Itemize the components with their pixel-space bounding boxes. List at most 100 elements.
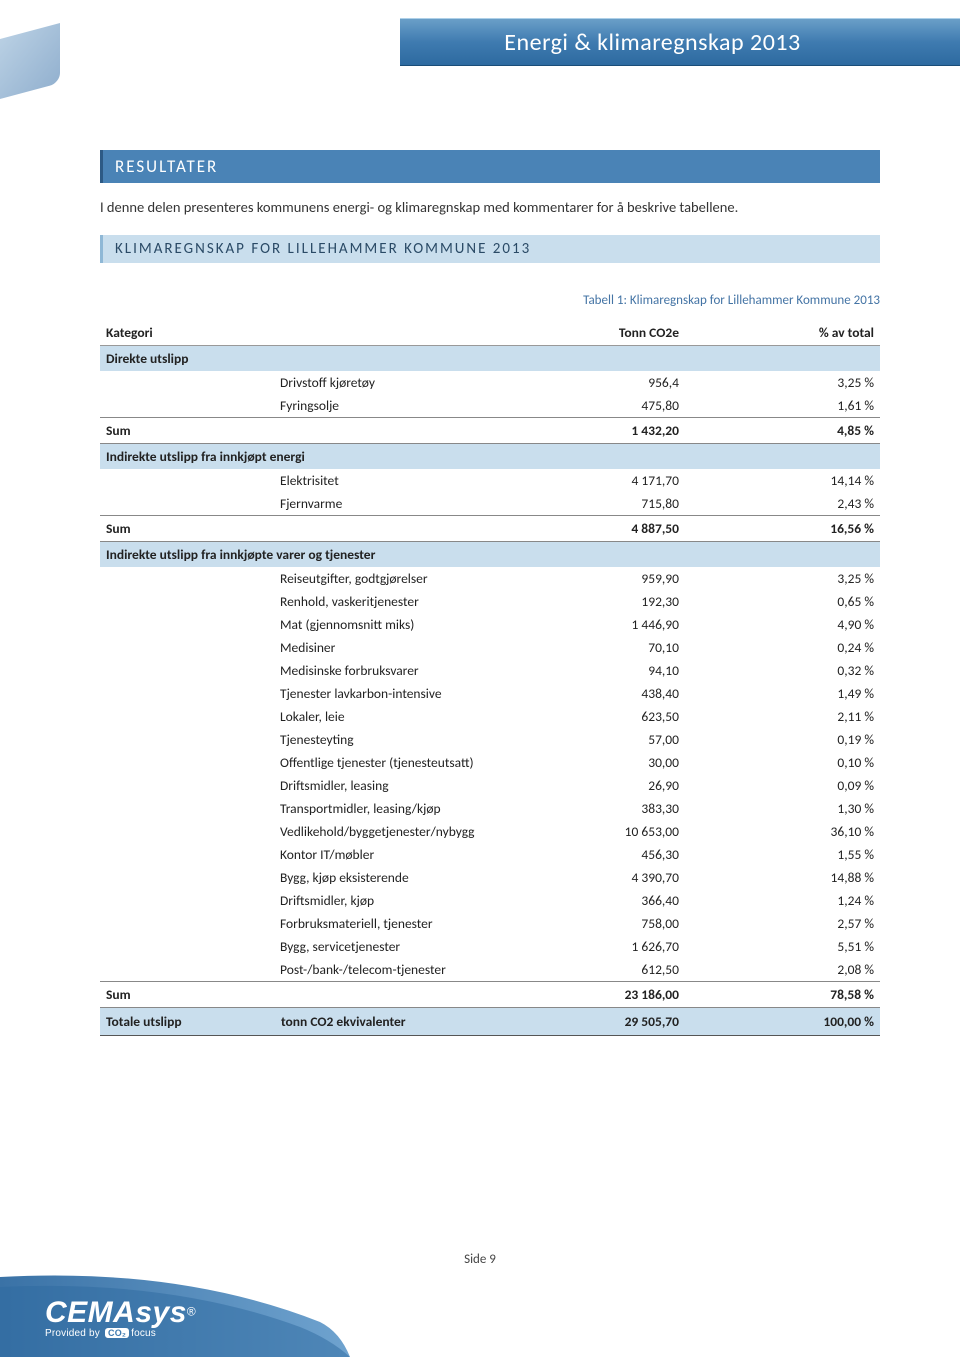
tag-box: CO₂ bbox=[105, 1328, 129, 1338]
row-label: Bygg, servicetjenester bbox=[100, 935, 490, 958]
row-label: Medisinske forbruksvarer bbox=[100, 659, 490, 682]
row-value: 1 446,90 bbox=[490, 613, 685, 636]
row-pct: 2,11 % bbox=[685, 705, 880, 728]
table-row: Lokaler, leie623,502,11 % bbox=[100, 705, 880, 728]
row-label: Reiseutgifter, godtgjørelser bbox=[100, 567, 490, 590]
table-row: Driftsmidler, leasing26,900,09 % bbox=[100, 774, 880, 797]
col-kategori: Kategori bbox=[100, 320, 490, 346]
row-pct: 36,10 % bbox=[685, 820, 880, 843]
row-value: 956,4 bbox=[490, 371, 685, 394]
row-value: 26,90 bbox=[490, 774, 685, 797]
row-label: Driftsmidler, leasing bbox=[100, 774, 490, 797]
row-label: Lokaler, leie bbox=[100, 705, 490, 728]
row-pct: 0,19 % bbox=[685, 728, 880, 751]
footer: CEMAsys® Provided by CO₂focus bbox=[0, 1252, 960, 1357]
klimaregnskap-table: Kategori Tonn CO2e % av total Direkte ut… bbox=[100, 320, 880, 1036]
table-row: Tjenesteyting57,000,19 % bbox=[100, 728, 880, 751]
row-pct: 2,57 % bbox=[685, 912, 880, 935]
section-heading: RESULTATER bbox=[100, 150, 880, 183]
row-pct: 3,25 % bbox=[685, 567, 880, 590]
sum-row: Sum1 432,204,85 % bbox=[100, 418, 880, 444]
sum-pct: 78,58 % bbox=[685, 982, 880, 1008]
row-pct: 14,88 % bbox=[685, 866, 880, 889]
row-value: 30,00 bbox=[490, 751, 685, 774]
total-value: 29 505,70 bbox=[490, 1008, 685, 1036]
row-pct: 1,49 % bbox=[685, 682, 880, 705]
table-row: Forbruksmateriell, tjenester758,002,57 % bbox=[100, 912, 880, 935]
header-band: Energi & klimaregnskap 2013 bbox=[400, 18, 960, 66]
row-value: 57,00 bbox=[490, 728, 685, 751]
col-pct: % av total bbox=[685, 320, 880, 346]
row-value: 959,90 bbox=[490, 567, 685, 590]
table-row: Driftsmidler, kjøp366,401,24 % bbox=[100, 889, 880, 912]
row-label: Drivstoff kjøretøy bbox=[100, 371, 490, 394]
sum-pct: 4,85 % bbox=[685, 418, 880, 444]
category-row: Direkte utslipp bbox=[100, 346, 880, 372]
tag-post: focus bbox=[131, 1328, 156, 1339]
registered-mark: ® bbox=[187, 1305, 196, 1319]
row-label: Transportmidler, leasing/kjøp bbox=[100, 797, 490, 820]
row-value: 475,80 bbox=[490, 394, 685, 418]
table-row: Vedlikehold/byggetjenester/nybygg10 653,… bbox=[100, 820, 880, 843]
left-decoration bbox=[0, 35, 55, 145]
category-row: Indirekte utslipp fra innkjøpte varer og… bbox=[100, 542, 880, 568]
row-value: 70,10 bbox=[490, 636, 685, 659]
table-row: Fyringsolje475,801,61 % bbox=[100, 394, 880, 418]
row-label: Fjernvarme bbox=[100, 492, 490, 516]
row-value: 623,50 bbox=[490, 705, 685, 728]
row-pct: 1,61 % bbox=[685, 394, 880, 418]
sum-pct: 16,56 % bbox=[685, 516, 880, 542]
category-name: Direkte utslipp bbox=[100, 346, 880, 372]
row-value: 715,80 bbox=[490, 492, 685, 516]
row-pct: 0,10 % bbox=[685, 751, 880, 774]
table-row: Tjenester lavkarbon-intensive438,401,49 … bbox=[100, 682, 880, 705]
row-pct: 1,24 % bbox=[685, 889, 880, 912]
table-row: Transportmidler, leasing/kjøp383,301,30 … bbox=[100, 797, 880, 820]
tag-pre: Provided by bbox=[45, 1328, 103, 1339]
total-row: Totale utslipptonn CO2 ekvivalenter29 50… bbox=[100, 1008, 880, 1036]
row-pct: 3,25 % bbox=[685, 371, 880, 394]
row-pct: 1,30 % bbox=[685, 797, 880, 820]
row-value: 4 171,70 bbox=[490, 469, 685, 492]
row-value: 4 390,70 bbox=[490, 866, 685, 889]
row-pct: 0,65 % bbox=[685, 590, 880, 613]
row-value: 383,30 bbox=[490, 797, 685, 820]
row-value: 456,30 bbox=[490, 843, 685, 866]
row-label: Medisiner bbox=[100, 636, 490, 659]
row-value: 612,50 bbox=[490, 958, 685, 982]
row-pct: 0,09 % bbox=[685, 774, 880, 797]
row-label: Forbruksmateriell, tjenester bbox=[100, 912, 490, 935]
row-label: Driftsmidler, kjøp bbox=[100, 889, 490, 912]
sum-row: Sum23 186,0078,58 % bbox=[100, 982, 880, 1008]
sum-value: 23 186,00 bbox=[490, 982, 685, 1008]
sum-row: Sum4 887,5016,56 % bbox=[100, 516, 880, 542]
row-value: 192,30 bbox=[490, 590, 685, 613]
table-row: Offentlige tjenester (tjenesteutsatt)30,… bbox=[100, 751, 880, 774]
row-pct: 14,14 % bbox=[685, 469, 880, 492]
row-label: Mat (gjennomsnitt miks) bbox=[100, 613, 490, 636]
row-value: 758,00 bbox=[490, 912, 685, 935]
row-label: Elektrisitet bbox=[100, 469, 490, 492]
row-label: Tjenesteyting bbox=[100, 728, 490, 751]
row-value: 94,10 bbox=[490, 659, 685, 682]
row-pct: 0,24 % bbox=[685, 636, 880, 659]
brand-name: CEMAsys bbox=[45, 1296, 187, 1329]
sum-value: 4 887,50 bbox=[490, 516, 685, 542]
row-label: Offentlige tjenester (tjenesteutsatt) bbox=[100, 751, 490, 774]
row-label: Renhold, vaskeritjenester bbox=[100, 590, 490, 613]
header-title: Energi & klimaregnskap 2013 bbox=[504, 28, 800, 57]
row-label: Kontor IT/møbler bbox=[100, 843, 490, 866]
row-value: 10 653,00 bbox=[490, 820, 685, 843]
row-label: Bygg, kjøp eksisterende bbox=[100, 866, 490, 889]
category-name: Indirekte utslipp fra innkjøpte varer og… bbox=[100, 542, 880, 568]
sum-label: Sum bbox=[100, 418, 490, 444]
table-caption: Tabell 1: Klimaregnskap for Lillehammer … bbox=[100, 293, 880, 308]
table-header-row: Kategori Tonn CO2e % av total bbox=[100, 320, 880, 346]
sum-value: 1 432,20 bbox=[490, 418, 685, 444]
table-row: Bygg, servicetjenester1 626,705,51 % bbox=[100, 935, 880, 958]
content: RESULTATER I denne delen presenteres kom… bbox=[100, 150, 880, 1036]
intro-text: I denne delen presenteres kommunens ener… bbox=[100, 197, 880, 217]
table-row: Fjernvarme715,802,43 % bbox=[100, 492, 880, 516]
table-row: Bygg, kjøp eksisterende4 390,7014,88 % bbox=[100, 866, 880, 889]
sum-label: Sum bbox=[100, 516, 490, 542]
